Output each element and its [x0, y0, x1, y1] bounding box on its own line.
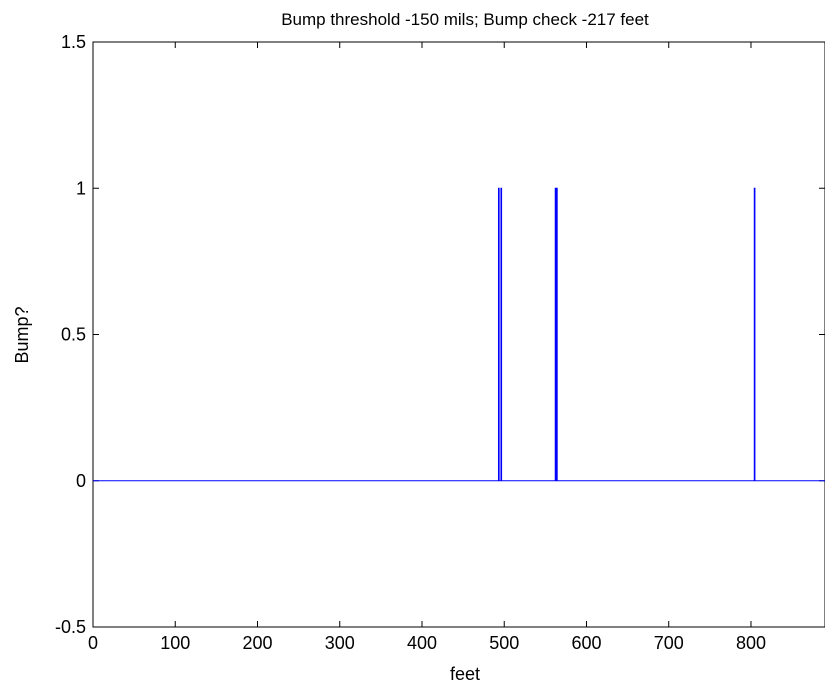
series-line [93, 187, 825, 482]
x-tick-label: 600 [571, 633, 601, 653]
chart-title: Bump threshold -150 mils; Bump check -21… [281, 10, 649, 29]
x-tick-label: 400 [407, 633, 437, 653]
x-axis-title: feet [450, 664, 480, 684]
x-tick-label: 700 [654, 633, 684, 653]
y-tick-label: 0.5 [61, 325, 86, 345]
y-tick-label: 1 [76, 178, 86, 198]
y-tick-label: 0 [76, 471, 86, 491]
x-tick-label: 0 [88, 633, 98, 653]
plot-area [92, 41, 825, 628]
y-tick-label: -0.5 [55, 617, 86, 637]
y-axis-title: Bump? [12, 306, 32, 363]
x-tick-label: 500 [489, 633, 519, 653]
series-layer [93, 187, 825, 482]
x-axis: 0 100 200 300 400 500 600 700 800 [88, 42, 766, 653]
x-tick-label: 800 [736, 633, 766, 653]
x-tick-label: 200 [242, 633, 272, 653]
x-tick-label: 100 [160, 633, 190, 653]
y-tick-label: 1.5 [61, 32, 86, 52]
x-tick-label: 300 [325, 633, 355, 653]
y-axis: -0.5 0 0.5 1 1.5 [55, 32, 825, 637]
